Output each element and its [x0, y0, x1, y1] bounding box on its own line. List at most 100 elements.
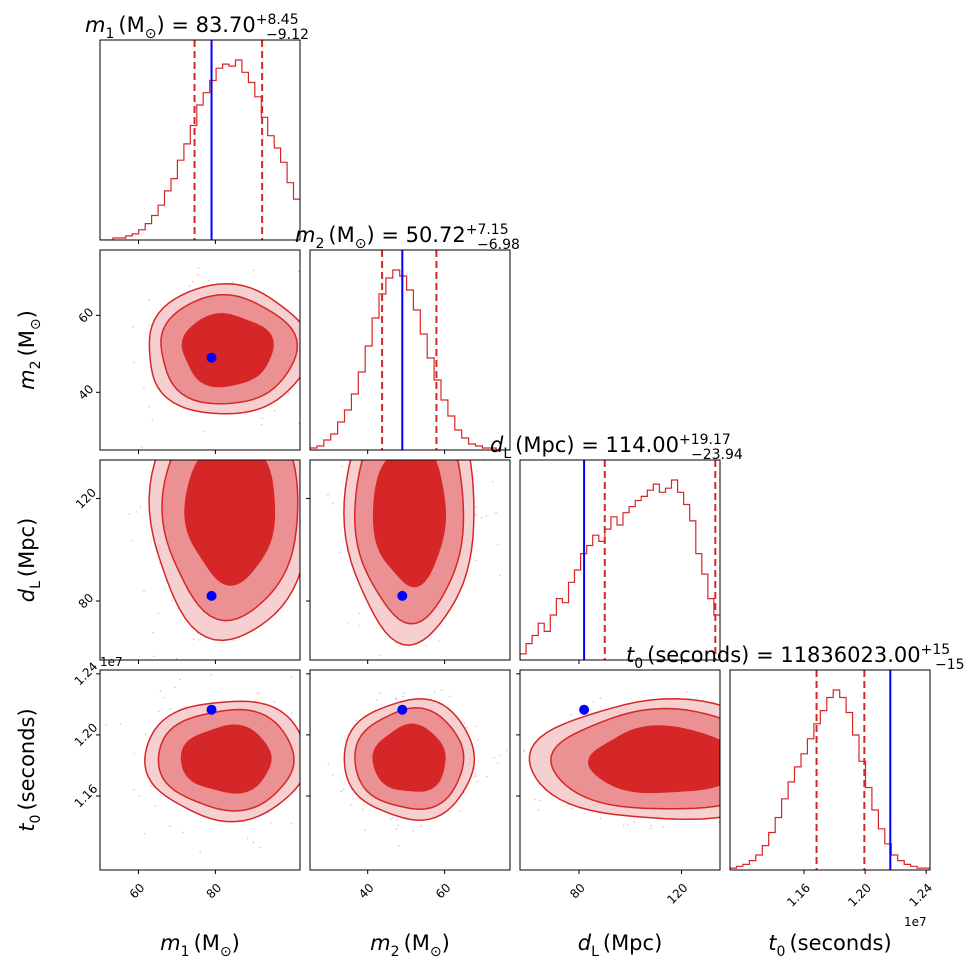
scatter-point	[396, 828, 398, 830]
scatter-point	[269, 821, 272, 824]
scatter-point	[133, 361, 135, 364]
scatter-point	[332, 502, 334, 505]
ylabel-dL: dL(Mpc)	[15, 518, 44, 603]
scatter-point	[731, 751, 733, 753]
scatter-point	[422, 415, 424, 417]
scatter-point	[744, 720, 746, 722]
scatter-point	[302, 389, 304, 391]
scatter-point	[272, 433, 274, 435]
scatter-point	[175, 657, 178, 660]
scatter-point	[234, 442, 236, 444]
scatter-point	[742, 819, 744, 821]
scatter-point	[396, 439, 398, 441]
scatter-point	[131, 539, 133, 542]
scatter-point	[523, 749, 525, 751]
scatter-point	[422, 368, 424, 370]
scatter-point	[477, 780, 479, 783]
scatter-point	[148, 405, 150, 408]
panel-frame	[99, 39, 301, 241]
scatter-point	[784, 808, 786, 810]
scatter-point	[154, 805, 157, 807]
panel-content	[132, 267, 330, 448]
scatter-point	[364, 829, 366, 831]
scatter-point	[408, 443, 410, 445]
contour-1sigma-m1-m2	[181, 313, 274, 388]
scatter-point	[327, 762, 330, 765]
scatter-point	[419, 398, 421, 400]
title-t0-value: = 11836023.00	[749, 643, 920, 667]
scatter-point	[249, 442, 251, 444]
scatter-point	[413, 436, 415, 438]
title-t0-plus: +15	[921, 642, 951, 658]
scatter-point	[378, 654, 381, 657]
scatter-point	[342, 457, 344, 459]
panel-content	[520, 460, 720, 660]
scatter-point	[393, 392, 395, 394]
panel-m1-dL	[53, 355, 317, 661]
scatter-point	[437, 457, 439, 459]
title-m2-plus: +7.15	[466, 222, 509, 238]
scatter-point	[313, 740, 315, 742]
scatter-point	[390, 818, 392, 820]
title-t0: t0 (seconds) = 11836023.00+15 −15	[626, 642, 965, 673]
scatter-point	[737, 805, 739, 807]
scatter-point	[448, 447, 450, 449]
scatter-point	[139, 506, 142, 508]
scatter-point	[746, 743, 748, 745]
scatter-point	[358, 612, 360, 615]
scatter-point	[233, 639, 235, 641]
scatter-point	[140, 445, 143, 448]
scatter-point	[378, 695, 380, 697]
scatter-point	[373, 458, 375, 460]
truth-point-m1-t0	[206, 704, 217, 715]
scatter-point	[751, 727, 753, 729]
scatter-point	[151, 419, 154, 422]
scatter-point	[328, 394, 330, 396]
scatter-point	[208, 279, 210, 282]
scatter-point	[264, 451, 266, 453]
scatter-point	[420, 825, 423, 827]
scatter-point	[318, 778, 320, 780]
scatter-point	[298, 439, 300, 441]
scatter-point	[403, 692, 406, 694]
x-tick-label-dL: 120	[664, 881, 690, 907]
x-tick-label-t0: 1.24	[906, 881, 935, 910]
scatter-point	[378, 692, 381, 694]
xlabel-m2: m2 (M⊙)	[370, 931, 450, 960]
scatter-point	[315, 545, 317, 547]
scatter-point	[432, 412, 434, 414]
scatter-point	[253, 269, 255, 272]
title-m2-value: = 50.72	[375, 223, 466, 247]
scatter-point	[290, 823, 292, 825]
scatter-point	[143, 832, 146, 835]
scatter-point	[53, 355, 55, 357]
title-m1: m1 (M⊙) = 83.70+8.45 −9.12	[85, 12, 309, 43]
scatter-point	[157, 710, 160, 712]
scatter-point	[290, 676, 293, 678]
scatter-point	[196, 453, 198, 455]
scatter-point	[260, 458, 262, 460]
scatter-point	[246, 837, 249, 840]
scatter-point	[159, 690, 162, 692]
title-m2: m2 (M⊙) = 50.72+7.15 −6.98	[295, 222, 520, 253]
title-dL-plus: +19.17	[679, 432, 731, 448]
scatter-point	[392, 816, 395, 819]
scatter-point	[396, 385, 398, 387]
scatter-point	[397, 824, 400, 827]
contour-1sigma-dL-t0	[588, 725, 720, 794]
scatter-point	[425, 645, 427, 647]
x-tick-label-t0: 1.20	[845, 881, 874, 910]
scatter-point	[430, 370, 432, 372]
truth-point-m1-dL	[206, 590, 217, 601]
offset-text-t0-y: 1e7	[100, 655, 123, 669]
scatter-point	[481, 411, 483, 413]
scatter-point	[245, 435, 247, 437]
scatter-point	[734, 755, 736, 757]
truth-point-m2-t0	[397, 704, 408, 715]
scatter-point	[355, 719, 358, 722]
scatter-point	[133, 752, 135, 755]
scatter-point	[179, 678, 181, 681]
scatter-point	[148, 299, 150, 301]
panel-content	[327, 670, 508, 847]
x-tick-label-m2: 40	[356, 881, 377, 902]
